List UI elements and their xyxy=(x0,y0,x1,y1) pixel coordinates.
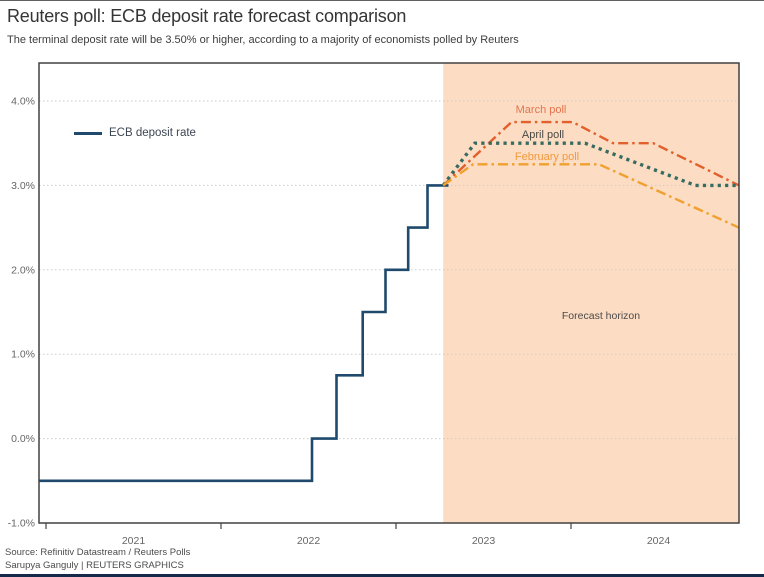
source-line: Source: Refinitiv Datastream / Reuters P… xyxy=(5,547,191,558)
x-axis-tick-label: 2022 xyxy=(297,535,321,547)
window-top-edge xyxy=(0,0,764,1)
credit-line: Sarupya Ganguly | REUTERS GRAPHICS xyxy=(5,560,184,571)
series-ecb xyxy=(39,184,449,483)
series-march xyxy=(442,120,740,187)
chart-legend: ECB deposit rate xyxy=(74,127,196,139)
y-axis-tick-label: -1.0% xyxy=(8,518,35,530)
april-poll-label: April poll xyxy=(521,129,565,141)
forecast-horizon-region xyxy=(443,63,739,523)
y-axis-tick-label: 0.0% xyxy=(11,433,35,445)
plot-frame xyxy=(38,62,740,524)
march-poll-label: March poll xyxy=(515,104,567,116)
x-axis-tick-label: 2024 xyxy=(647,535,671,547)
bottom-accent-bar xyxy=(0,574,764,577)
february-poll-label: February poll xyxy=(514,151,580,163)
forecast-horizon-label: Forecast horizon xyxy=(561,310,641,322)
y-axis-tick-label: 3.0% xyxy=(11,180,35,192)
page-title: Reuters poll: ECB deposit rate forecast … xyxy=(7,6,407,26)
x-axis-tick-label: 2021 xyxy=(122,535,146,547)
legend-label: ECB deposit rate xyxy=(109,127,196,139)
y-axis-tick-label: 2.0% xyxy=(11,264,35,276)
y-axis-tick-label: 1.0% xyxy=(11,349,35,361)
page-subtitle: The terminal deposit rate will be 3.50% … xyxy=(7,34,519,46)
series-april xyxy=(441,141,739,188)
y-axis-tick-label: 4.0% xyxy=(11,95,35,107)
x-axis-tick-label: 2023 xyxy=(472,535,496,547)
ecb-deposit-rate-line-swatch xyxy=(74,131,102,135)
